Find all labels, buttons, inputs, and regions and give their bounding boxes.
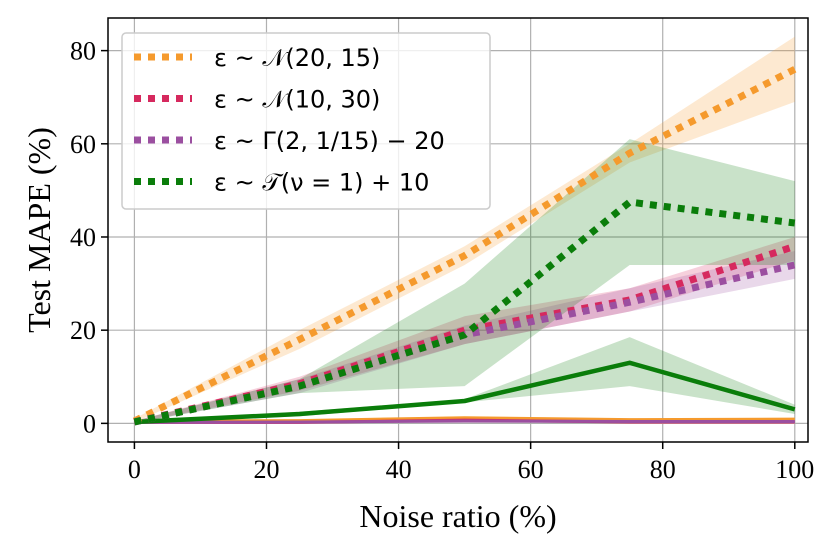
plot-frame	[107, 17, 809, 443]
legend-label: ε ~ 𝒯(ν = 1) + 10	[214, 169, 429, 197]
y-tick-label: 40	[70, 223, 96, 252]
x-tick-label: 0	[128, 455, 141, 484]
x-tick-label: 20	[253, 455, 279, 484]
ticks: 0 20 40 60 80 100 0 20 40 60 80	[70, 37, 814, 484]
y-tick-label: 20	[70, 316, 96, 345]
dotted-series-line	[132, 66, 797, 425]
series-lines	[132, 66, 797, 426]
x-tick-label: 80	[650, 455, 676, 484]
solid-series-line	[134, 360, 796, 425]
y-tick-label: 60	[70, 130, 96, 159]
x-axis-label: Noise ratio (%)	[359, 498, 556, 534]
legend: ε ~ 𝒩(20, 15) ε ~ 𝒩(10, 30) ε ~ Γ(2, 1/15)…	[121, 32, 491, 210]
y-tick-label: 80	[70, 37, 96, 66]
y-axis-label: Test MAPE (%)	[21, 127, 57, 333]
x-tick-label: 60	[518, 455, 544, 484]
legend-box	[121, 32, 491, 210]
legend-label: ε ~ Γ(2, 1/15) − 20	[214, 127, 445, 155]
legend-label: ε ~ 𝒩(20, 15)	[214, 44, 380, 72]
solid-series-line	[134, 419, 795, 424]
confidence-band	[134, 236, 795, 423]
x-tick-label: 40	[386, 455, 412, 484]
legend-label: ε ~ 𝒩(10, 30)	[214, 86, 380, 114]
dotted-series-line	[133, 198, 796, 426]
y-tick-label: 0	[83, 409, 96, 438]
confidence-band	[134, 36, 795, 423]
confidence-band	[134, 139, 795, 423]
x-tick-label: 100	[775, 455, 814, 484]
confidence-band	[134, 337, 795, 423]
